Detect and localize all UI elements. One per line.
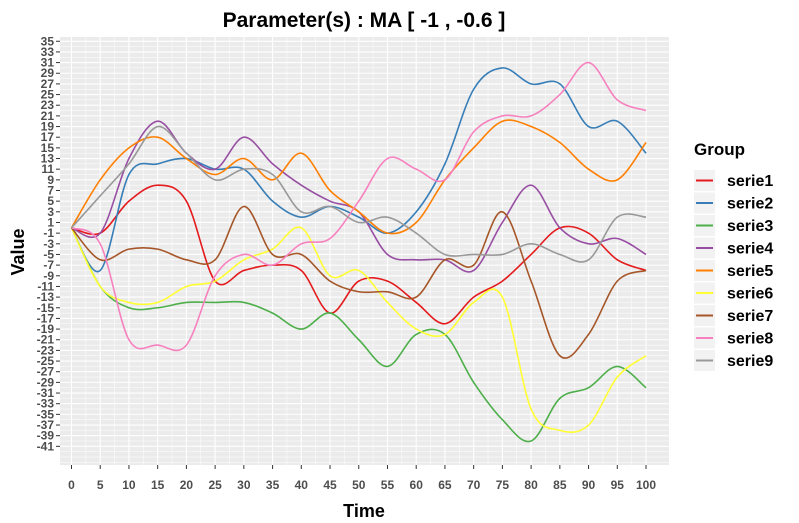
x-tick-label: 35 xyxy=(266,478,280,492)
series-line-serie5 xyxy=(70,119,647,235)
x-tick-label: 40 xyxy=(295,478,309,492)
plot-panel xyxy=(60,37,669,465)
series-line-serie8 xyxy=(71,61,647,352)
y-tick-label: 13 xyxy=(41,152,55,166)
y-tick-label: 7 xyxy=(47,184,54,198)
legend-label-serie5: serie5 xyxy=(727,263,773,280)
legend-title: Group xyxy=(694,140,745,159)
y-tick-label: 23 xyxy=(41,98,55,112)
x-tick-label: 85 xyxy=(553,478,567,492)
legend-label-serie2: serie2 xyxy=(727,196,773,213)
y-tick-label: -31 xyxy=(37,386,55,400)
series-line-serie1 xyxy=(71,184,647,325)
y-tick-label: 9 xyxy=(47,173,54,187)
y-tick-label: -27 xyxy=(37,365,55,379)
x-tick-label: 70 xyxy=(467,478,481,492)
series-line-serie3 xyxy=(70,227,647,443)
y-tick-label: -7 xyxy=(43,258,54,272)
y-tick-label: -35 xyxy=(37,407,55,421)
x-tick-label: 10 xyxy=(122,478,136,492)
y-tick-label: -37 xyxy=(37,418,55,432)
series-line-serie2 xyxy=(70,67,647,273)
y-axis-title: Value xyxy=(8,228,28,275)
y-tick-label: -9 xyxy=(43,269,54,283)
legend: Group serie1 serie2 serie3 serie4 serie5 seri… xyxy=(694,140,773,371)
x-tick-label: 30 xyxy=(237,478,251,492)
x-tick-label: 60 xyxy=(410,478,424,492)
legend-label-serie4: serie4 xyxy=(727,241,773,258)
series-line-serie9 xyxy=(70,125,647,263)
x-tick-label: 100 xyxy=(636,478,656,492)
y-tick-label: -5 xyxy=(43,247,54,261)
x-tick-label: 95 xyxy=(611,478,625,492)
legend-label-serie3: serie3 xyxy=(727,218,773,235)
series-lines xyxy=(70,61,647,443)
legend-label-serie6: serie6 xyxy=(727,286,773,303)
y-tick-label: 29 xyxy=(41,66,55,80)
x-tick-label: 55 xyxy=(381,478,395,492)
x-tick-label: 65 xyxy=(438,478,452,492)
legend-label-serie1: serie1 xyxy=(727,173,773,190)
y-tick-label: -41 xyxy=(37,439,55,453)
y-tick-label: 31 xyxy=(41,56,55,70)
x-tick-label: 15 xyxy=(151,478,165,492)
x-tick-label: 25 xyxy=(208,478,222,492)
y-tick-label: 25 xyxy=(41,88,55,102)
y-tick-label: 35 xyxy=(41,34,55,48)
x-tick-label: 50 xyxy=(352,478,366,492)
x-tick-label: 20 xyxy=(180,478,194,492)
series-line-serie7 xyxy=(70,205,647,359)
y-tick-label: -33 xyxy=(37,397,55,411)
y-axis-ticks: 3533312927252321191715131197531-1-3-5-7-… xyxy=(37,34,60,453)
y-tick-label: -19 xyxy=(37,322,55,336)
y-tick-label: -23 xyxy=(37,343,55,357)
y-tick-label: 5 xyxy=(47,194,54,208)
y-tick-label: 27 xyxy=(41,77,55,91)
x-tick-label: 5 xyxy=(97,478,104,492)
y-tick-label: -21 xyxy=(37,333,55,347)
x-tick-label: 0 xyxy=(68,478,75,492)
y-tick-label: 17 xyxy=(41,130,55,144)
x-tick-label: 75 xyxy=(496,478,510,492)
legend-label-serie8: serie8 xyxy=(727,331,773,348)
y-tick-label: 3 xyxy=(47,205,54,219)
x-axis-ticks: 0 5 10 15 20 25 30 35 40 45 50 55 60 65 70 75 80 85 90 95 10… xyxy=(68,465,656,492)
x-tick-label: 80 xyxy=(524,478,538,492)
y-tick-label: -15 xyxy=(37,301,55,315)
y-tick-label: -17 xyxy=(37,311,55,325)
legend-label-serie7: serie7 xyxy=(727,308,773,325)
y-tick-label: 21 xyxy=(41,109,55,123)
x-tick-label: 90 xyxy=(582,478,596,492)
y-tick-label: -11 xyxy=(37,279,54,293)
series-line-serie6 xyxy=(70,226,647,433)
x-tick-label: 45 xyxy=(323,478,337,492)
chart-title: Parameter(s) : MA [ -1 , -0.6 ] xyxy=(223,9,506,32)
legend-label-serie9: serie9 xyxy=(727,353,773,370)
y-tick-label: -13 xyxy=(37,290,55,304)
x-axis-title: Time xyxy=(343,501,385,521)
y-tick-label: -39 xyxy=(37,429,55,443)
y-tick-label: -25 xyxy=(37,354,55,368)
y-tick-label: 19 xyxy=(41,120,55,134)
y-tick-label: -1 xyxy=(43,226,54,240)
y-tick-label: -29 xyxy=(37,375,55,389)
y-tick-label: -3 xyxy=(43,237,54,251)
y-tick-label: 15 xyxy=(41,141,55,155)
y-tick-label: 1 xyxy=(47,215,54,229)
y-tick-label: 11 xyxy=(41,162,54,176)
y-tick-label: 33 xyxy=(41,45,55,59)
